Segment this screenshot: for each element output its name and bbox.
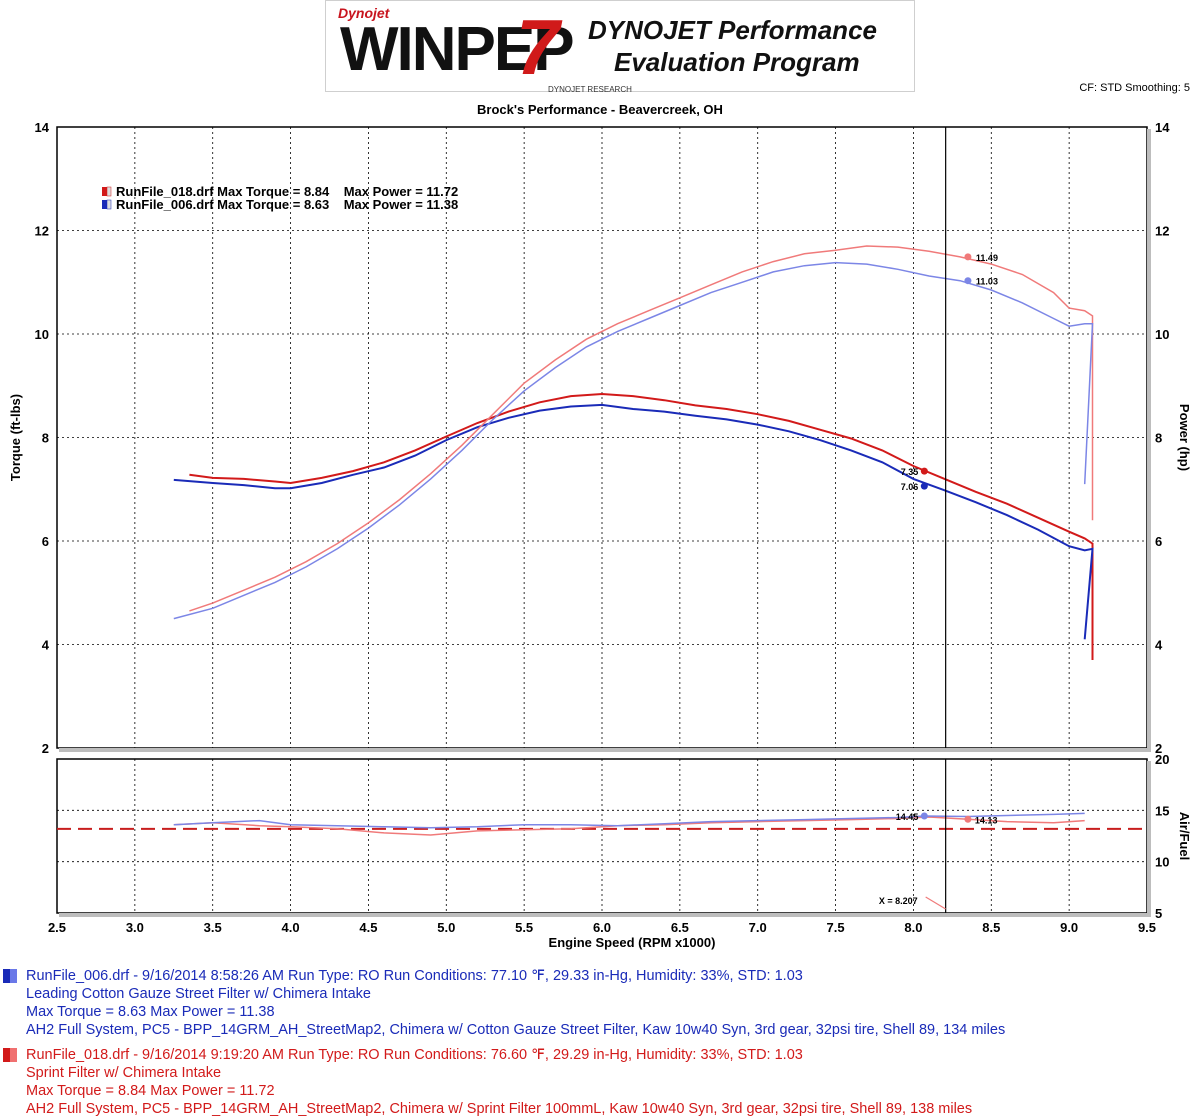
torque-tick-label: 10 xyxy=(35,327,49,342)
rpm-tick-label: 8.0 xyxy=(904,920,922,935)
torque-tick-label: 12 xyxy=(35,224,49,239)
cursor-x-label: X = 8.207 xyxy=(879,896,918,906)
power-axis-label: Power (hp) xyxy=(1177,404,1192,471)
rpm-tick-label: 3.5 xyxy=(204,920,222,935)
power-tick-label: 2 xyxy=(1155,741,1162,756)
logo-tagline-2: Evaluation Program xyxy=(614,47,860,77)
rpm-tick-label: 7.5 xyxy=(827,920,845,935)
main-plot-shadow-bottom xyxy=(59,748,1149,752)
legend-swatch xyxy=(102,187,107,196)
run018-swatch xyxy=(3,1048,17,1062)
afr-tick-label: 20 xyxy=(1155,752,1169,767)
run006-line2: Leading Cotton Gauze Street Filter w/ Ch… xyxy=(26,986,371,1002)
run018-info: RunFile_018.drf - 9/16/2014 9:19:20 AM R… xyxy=(26,1046,972,1118)
rpm-tick-label: 6.0 xyxy=(593,920,611,935)
run018-line3: Max Torque = 8.84 Max Power = 11.72 xyxy=(26,1083,275,1099)
value-marker xyxy=(920,482,928,490)
legend-swatch-light xyxy=(106,199,112,210)
rpm-tick-label: 6.5 xyxy=(671,920,689,935)
legend-entry: RunFile_018.drf Max Torque = 8.84 Max Po… xyxy=(116,184,458,199)
rpm-tick-label: 8.5 xyxy=(982,920,1000,935)
run018-line2: Sprint Filter w/ Chimera Intake xyxy=(26,1065,222,1081)
power-tick-label: 10 xyxy=(1155,327,1169,342)
value-marker xyxy=(964,277,972,285)
afr-plot-shadow-bottom xyxy=(59,913,1149,917)
rpm-tick-label: 3.0 xyxy=(126,920,144,935)
rpm-tick-label: 9.0 xyxy=(1060,920,1078,935)
runfile-018-power-line xyxy=(189,245,1094,612)
logo-brand-text: Dynojet xyxy=(338,5,390,21)
main-plot-shadow-right xyxy=(1147,129,1151,752)
afr-tick-label: 5 xyxy=(1155,906,1162,921)
rpm-tick-label: 5.0 xyxy=(437,920,455,935)
cf-smoothing-label: CF: STD Smoothing: 5 xyxy=(1079,82,1190,94)
dyno-chart: 2 2 4 4 6 6 8 8 10 10 12 12 14 14 Torque (ft-lbs) Power… xyxy=(8,120,1192,950)
afr-value-label: 14.13 xyxy=(975,815,998,825)
afr-axis-label: Air/Fuel xyxy=(1177,812,1192,860)
logo-main-text: WINPEP xyxy=(340,15,575,84)
shop-title: Brock's Performance - Beavercreek, OH xyxy=(477,102,723,117)
rpm-tick-label: 4.5 xyxy=(359,920,377,935)
run006-line4: AH2 Full System, PC5 - BPP_14GRM_AH_Stre… xyxy=(26,1022,1006,1038)
cursor-marker-line xyxy=(925,896,946,910)
rpm-tick-label: 4.0 xyxy=(282,920,300,935)
run006-info: RunFile_006.drf - 9/16/2014 8:58:26 AM R… xyxy=(26,967,1005,1039)
run006-line1: RunFile_006.drf - 9/16/2014 8:58:26 AM R… xyxy=(26,968,803,984)
torque-tick-label: 6 xyxy=(42,534,49,549)
rpm-tick-label: 5.5 xyxy=(515,920,533,935)
torque-tick-label: 8 xyxy=(42,431,49,446)
rpm-tick-label: 9.5 xyxy=(1138,920,1156,935)
power-tick-label: 8 xyxy=(1155,431,1162,446)
value-marker xyxy=(920,467,928,475)
rpm-axis-label: Engine Speed (RPM x1000) xyxy=(549,935,716,950)
afr-value-marker xyxy=(920,812,928,820)
run006-swatch xyxy=(3,969,17,983)
torque-tick-label: 4 xyxy=(42,638,50,653)
torque-power-plot: 2 2 4 4 6 6 8 8 10 10 12 12 14 14 Torque (ft-lbs) Power… xyxy=(8,120,1192,756)
run018-line1: RunFile_018.drf - 9/16/2014 9:19:20 AM R… xyxy=(26,1047,803,1063)
power-tick-label: 4 xyxy=(1155,638,1163,653)
afr-value-marker xyxy=(964,815,972,823)
afr-value-label: 14.45 xyxy=(896,812,919,822)
runfile-018-torque-line xyxy=(189,392,1094,660)
afr-tick-label: 15 xyxy=(1155,803,1169,818)
torque-tick-label: 14 xyxy=(35,120,50,135)
run018-line4: AH2 Full System, PC5 - BPP_14GRM_AH_Stre… xyxy=(26,1101,973,1117)
value-label: 7.06 xyxy=(901,482,919,492)
legend-swatch xyxy=(102,200,107,209)
afr-plot-shadow-right xyxy=(1147,761,1151,917)
value-marker xyxy=(964,253,972,261)
run006-line3: Max Torque = 8.63 Max Power = 11.38 xyxy=(26,1004,275,1020)
value-label: 11.03 xyxy=(976,277,998,287)
power-tick-label: 12 xyxy=(1155,224,1169,239)
runfile-006-torque-line xyxy=(173,403,1094,640)
legend-swatch-light xyxy=(106,186,112,197)
torque-axis-label: Torque (ft-lbs) xyxy=(8,394,23,481)
afr-tick-label: 10 xyxy=(1155,855,1169,870)
value-label: 7.35 xyxy=(901,467,919,477)
air-fuel-plot: 2.5 3.0 3.5 4.0 4.5 5.0 5.5 6.0 6.5 7.0 7.5 8.0 8.5 9… xyxy=(48,752,1192,950)
winpep-logo: Dynojet WINPEP 7 DYNOJET Performance Eva… xyxy=(325,0,915,94)
rpm-tick-label: 7.0 xyxy=(749,920,767,935)
power-tick-label: 14 xyxy=(1155,120,1170,135)
runfile-006-power-line xyxy=(173,261,1094,620)
logo-subtext: DYNOJET RESEARCH xyxy=(548,85,632,94)
rpm-tick-label: 2.5 xyxy=(48,920,66,935)
torque-tick-label: 2 xyxy=(42,741,49,756)
logo-tagline-1: DYNOJET Performance xyxy=(588,15,877,45)
value-label: 11.49 xyxy=(976,253,998,263)
power-tick-label: 6 xyxy=(1155,534,1162,549)
logo-seven-text: 7 xyxy=(516,3,560,91)
legend-entry: RunFile_006.drf Max Torque = 8.63 Max Po… xyxy=(116,197,458,212)
